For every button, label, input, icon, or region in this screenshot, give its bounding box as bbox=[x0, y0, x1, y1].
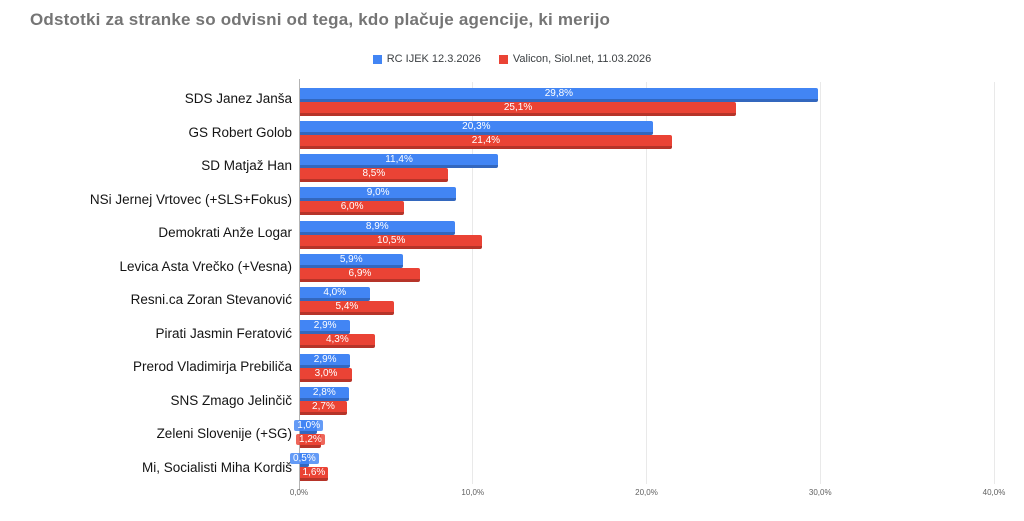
bar-series-valicon: 2,7% bbox=[300, 400, 347, 415]
bar-series-valicon: 1,6% bbox=[299, 467, 329, 482]
gridline bbox=[472, 82, 474, 484]
category-label: SD Matjaž Han bbox=[201, 158, 292, 174]
bar-series-valicon: 6,9% bbox=[300, 267, 420, 282]
bar-group: 0,5% 1,6% bbox=[289, 451, 995, 484]
x-tick-label: 30,0% bbox=[808, 488, 832, 497]
bar-series-valicon: 6,0% bbox=[300, 201, 405, 216]
chart-title: Odstotki za stranke so odvisni od tega, … bbox=[30, 10, 611, 29]
legend-item-label: RC IJEK 12.3.2026 bbox=[386, 53, 481, 65]
bar-value-label: 2,7% bbox=[309, 400, 338, 412]
bar-series-rc-ijek: 4,0% bbox=[300, 287, 370, 302]
bar-series-rc-ijek: 20,3% bbox=[300, 120, 653, 135]
legend-item: RC IJEK 12.3.2026 bbox=[372, 53, 481, 65]
bar-group: 2,9% 4,3% bbox=[300, 318, 995, 351]
category-label: SNS Zmago Jelinčič bbox=[170, 392, 292, 408]
x-tick-label: 20,0% bbox=[635, 488, 658, 497]
bar-series-rc-ijek: 1,0% bbox=[294, 420, 324, 435]
bar-series-rc-ijek: 8,9% bbox=[300, 220, 455, 235]
bar-value-label: 20,3% bbox=[459, 120, 494, 132]
bar-group: 4,0% 5,4% bbox=[300, 285, 995, 318]
bar-group: 2,9% 3,0% bbox=[300, 351, 995, 384]
legend-item: Valicon, Siol.net, 11.03.2026 bbox=[498, 53, 652, 65]
bar-value-label: 11,4% bbox=[382, 154, 416, 166]
bar-series-valicon: 25,1% bbox=[300, 101, 737, 116]
bar-series-rc-ijek: 29,8% bbox=[300, 87, 818, 102]
category-label: SDS Janez Janša bbox=[184, 91, 292, 107]
bar-series-valicon: 10,5% bbox=[300, 234, 483, 249]
bar-value-label: 4,0% bbox=[320, 287, 350, 299]
category-label: NSi Jernej Vrtovec (+SLS+Fokus) bbox=[89, 191, 292, 207]
bar-value-label: 10,5% bbox=[374, 234, 409, 246]
bar-value-label: 3,0% bbox=[311, 367, 341, 379]
bar-value-label: 2,9% bbox=[310, 320, 340, 332]
category-label: Demokrati Anže Logar bbox=[158, 225, 292, 241]
bar-value-label: 6,0% bbox=[337, 201, 367, 213]
bar-value-label: 2,9% bbox=[310, 353, 340, 365]
category-label: Prerod Vladimirja Prebiliča bbox=[132, 359, 292, 375]
bar-series-valicon: 4,3% bbox=[300, 334, 375, 349]
x-tick-label: 40,0% bbox=[982, 488, 1006, 497]
bar-group: 29,8% 25,1% bbox=[300, 85, 995, 118]
category-label: Resni.ca Zoran Stevanović bbox=[130, 292, 292, 308]
legend-swatch-icon bbox=[372, 54, 382, 64]
plot-rows: 29,8% 25,1% 20,3% 21,4% 11,4% 8,5% 9,0% 6,0% 8,9… bbox=[289, 82, 995, 484]
bar-group: 2,8% 2,7% bbox=[300, 384, 995, 417]
bar-series-valicon: 8,5% bbox=[300, 168, 448, 183]
bar-value-label: 1,0% bbox=[294, 420, 324, 432]
category-label: Pirati Jasmin Feratović bbox=[155, 325, 292, 341]
bar-series-valicon: 1,2% bbox=[296, 434, 325, 449]
legend-item-label: Valicon, Siol.net, 11.03.2026 bbox=[512, 53, 652, 65]
bar-group: 11,4% 8,5% bbox=[300, 152, 995, 185]
bar-value-label: 5,4% bbox=[332, 301, 362, 313]
plot-area: 29,8% 25,1% 20,3% 21,4% 11,4% 8,5% 9,0% 6,0% 8,9… bbox=[289, 79, 995, 490]
bar-group: 9,0% 6,0% bbox=[300, 185, 995, 218]
bar-value-label: 21,4% bbox=[468, 134, 504, 146]
bar-series-rc-ijek: 0,5% bbox=[289, 453, 319, 468]
y-axis-line bbox=[299, 79, 300, 490]
bar-series-rc-ijek: 2,9% bbox=[300, 320, 351, 335]
bar-value-label: 8,5% bbox=[359, 168, 389, 180]
category-label: Zeleni Slovenije (+SG) bbox=[156, 426, 292, 442]
category-label: Mi, Socialisti Miha Kordiš bbox=[141, 459, 292, 475]
x-axis-ticks: 0,0% 10,0% 20,0% 30,0% 40,0% bbox=[290, 488, 1005, 500]
bar-value-label: 1,2% bbox=[296, 434, 325, 446]
bar-value-label: 5,9% bbox=[336, 253, 366, 265]
category-label: Levica Asta Vrečko (+Vesna) bbox=[119, 258, 292, 274]
bar-value-label: 2,8% bbox=[309, 386, 339, 398]
bar-value-label: 9,0% bbox=[363, 187, 393, 199]
bar-series-rc-ijek: 2,9% bbox=[300, 353, 351, 368]
bar-series-rc-ijek: 5,9% bbox=[300, 253, 403, 268]
bar-series-rc-ijek: 9,0% bbox=[300, 187, 457, 202]
bar-value-label: 1,6% bbox=[299, 467, 329, 479]
x-tick-label: 10,0% bbox=[461, 488, 485, 497]
bar-group: 20,3% 21,4% bbox=[300, 118, 995, 151]
gridline bbox=[993, 82, 995, 484]
bar-group: 5,9% 6,9% bbox=[300, 251, 995, 284]
bar-value-label: 6,9% bbox=[345, 267, 375, 279]
bar-series-rc-ijek: 11,4% bbox=[300, 154, 499, 169]
legend-swatch-icon bbox=[498, 54, 508, 64]
bar-group: 1,0% 1,2% bbox=[294, 418, 995, 451]
bar-series-valicon: 3,0% bbox=[300, 367, 353, 382]
gridline bbox=[646, 82, 647, 484]
chart-legend: RC IJEK 12.3.2026 Valicon, Siol.net, 11.0… bbox=[0, 53, 1024, 65]
bar-value-label: 29,8% bbox=[541, 87, 577, 99]
gridlines bbox=[299, 82, 995, 484]
bar-group: 8,9% 10,5% bbox=[300, 218, 995, 251]
bar-series-valicon: 21,4% bbox=[300, 134, 672, 149]
category-label: GS Robert Golob bbox=[188, 124, 292, 140]
gridline bbox=[819, 82, 821, 484]
category-labels: SDS Janez Janša GS Robert Golob SD Matjaž … bbox=[0, 82, 292, 484]
bar-value-label: 0,5% bbox=[289, 453, 319, 465]
bar-value-label: 4,3% bbox=[322, 334, 352, 346]
x-tick-label: 0,0% bbox=[289, 488, 309, 497]
bar-value-label: 8,9% bbox=[362, 220, 392, 232]
bar-series-valicon: 5,4% bbox=[300, 301, 394, 316]
bar-value-label: 25,1% bbox=[500, 101, 536, 113]
bar-series-rc-ijek: 2,8% bbox=[300, 386, 349, 401]
